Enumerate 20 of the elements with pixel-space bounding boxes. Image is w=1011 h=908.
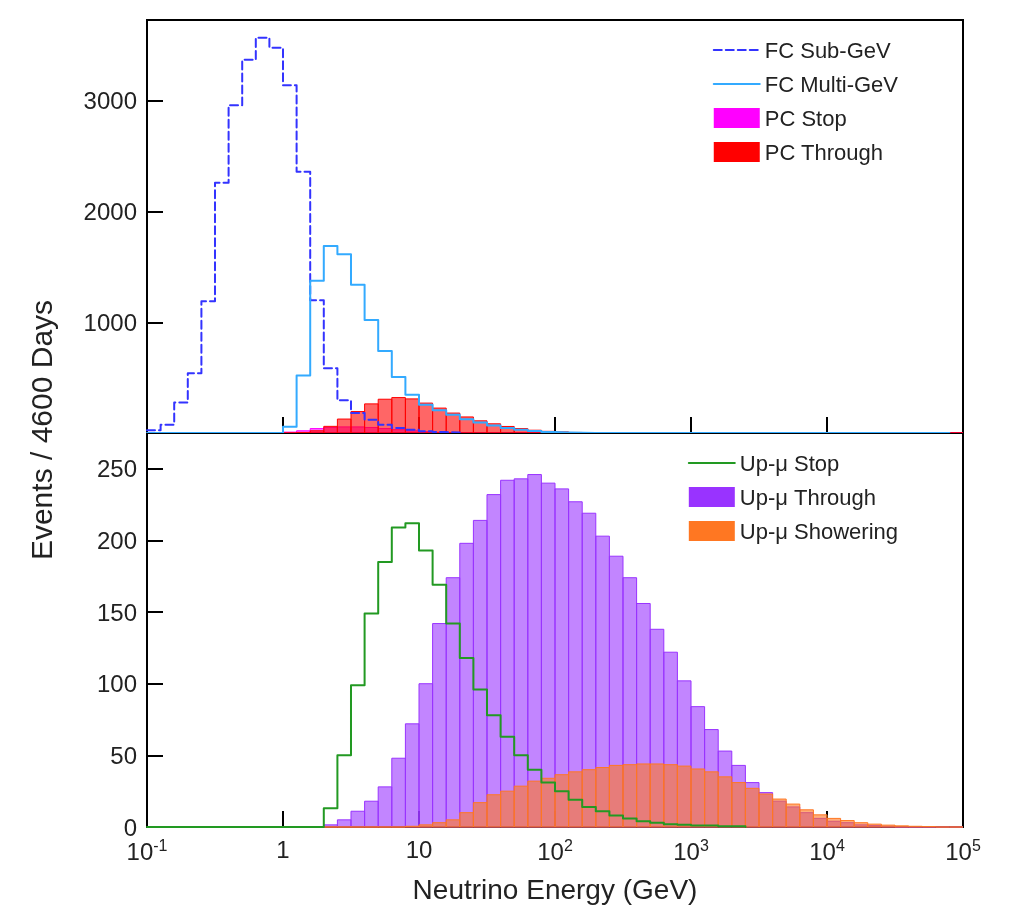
y-tick-label: 50 [110, 741, 137, 769]
legend-label: PC Stop [764, 105, 847, 131]
y-tick-label: 0 [123, 813, 137, 841]
y-tick-label: 150 [96, 598, 137, 626]
legend-label: PC Through [764, 139, 883, 165]
legend-label: FC Sub-GeV [764, 37, 892, 63]
legend-label: FC Multi-GeV [764, 71, 899, 97]
y-tick-label: 200 [96, 526, 137, 554]
x-tick-label: 10 [405, 835, 433, 863]
y-tick-label: 100 [96, 670, 137, 698]
y-tick-label: 3000 [83, 87, 137, 115]
x-axis-title: Neutrino Energy (GeV) [412, 873, 698, 905]
legend-label: Up-μ Stop [739, 450, 840, 476]
legend-label: Up-μ Showering [739, 518, 899, 544]
y-tick-label: 1000 [83, 308, 137, 336]
y-tick-label: 250 [96, 455, 137, 483]
y-axis-title: Events / 4600 Days [25, 299, 59, 561]
y-tick-label: 2000 [83, 198, 137, 226]
x-tick-label: 1 [276, 835, 290, 863]
legend-label: Up-μ Through [739, 484, 876, 510]
